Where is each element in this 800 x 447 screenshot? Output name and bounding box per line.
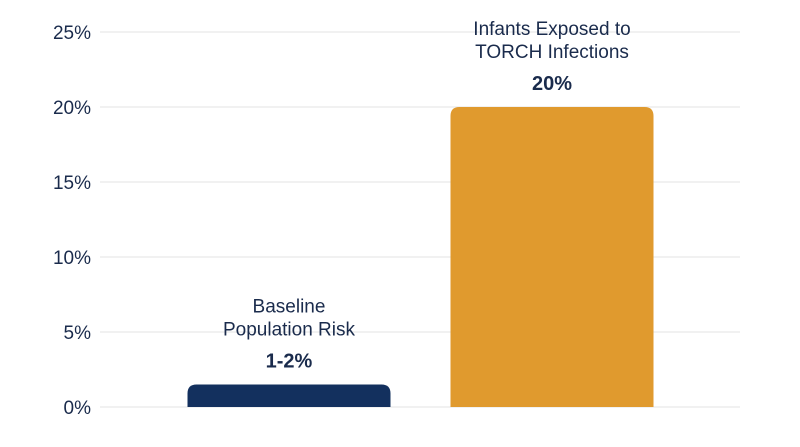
bar <box>187 384 391 407</box>
y-tick-label: 10% <box>53 248 91 269</box>
y-tick-label: 5% <box>64 323 92 344</box>
y-tick-label: 20% <box>53 98 91 119</box>
category-label: Infants Exposed to <box>473 19 630 40</box>
data-label: 1-2% <box>266 351 313 373</box>
bar <box>450 107 654 407</box>
category-label: Baseline <box>253 297 326 318</box>
category-label: Population Risk <box>223 320 356 341</box>
category-label: TORCH Infections <box>475 42 629 63</box>
y-tick-label: 25% <box>53 23 91 44</box>
data-label: 20% <box>532 73 572 95</box>
y-tick-label: 0% <box>64 398 92 419</box>
y-tick-label: 15% <box>53 173 91 194</box>
bars <box>187 107 654 407</box>
y-axis-ticks: 0% 5% 10% 15% 20% 25% <box>53 23 91 419</box>
